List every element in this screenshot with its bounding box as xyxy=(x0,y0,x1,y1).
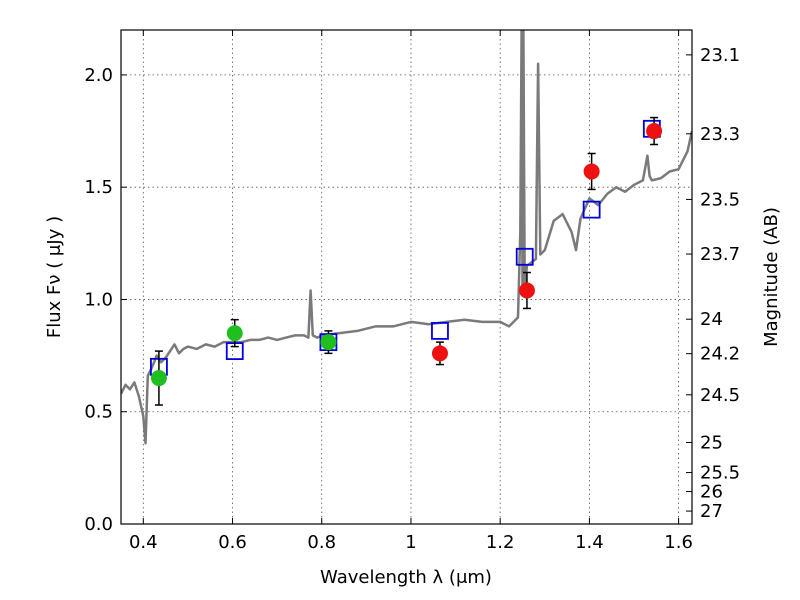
obs-red-point xyxy=(646,123,663,140)
mag-tick-label: 23.3 xyxy=(700,124,740,145)
plot-frame xyxy=(120,29,693,525)
obs-red-point xyxy=(583,163,600,180)
y-tick-label: 0.5 xyxy=(84,402,113,423)
mag-tick-label: 23.7 xyxy=(700,244,740,265)
x-tick-label: 0.6 xyxy=(218,532,247,553)
obs-green-point xyxy=(320,334,337,351)
model-square xyxy=(431,321,449,340)
obs-green-point xyxy=(226,325,243,342)
mag-tick-label: 25 xyxy=(700,432,723,453)
obs-red-point xyxy=(431,345,448,362)
model-square xyxy=(582,200,601,219)
y-tick-label: 0.0 xyxy=(84,514,113,535)
tick-labels: 0.4 0.6 0.8 1 1.2 1.4 1.6 0.0 0.5 1.0 1.5 2.0 23.1 23… xyxy=(84,45,740,553)
obs-green-point xyxy=(150,370,167,387)
mag-tick-label: 23.1 xyxy=(700,45,740,66)
obs-red-point xyxy=(518,282,535,299)
x-tick-label: 0.4 xyxy=(129,532,158,553)
x-tick-label: 0.8 xyxy=(307,532,336,553)
mag-tick-label: 26 xyxy=(700,482,723,503)
mag-tick-label: 27 xyxy=(700,501,723,522)
data-points xyxy=(150,116,663,406)
axis-ticks xyxy=(121,30,692,525)
y2-axis-label: Magnitude (AB) xyxy=(761,207,782,347)
x-tick-label: 1.4 xyxy=(575,532,604,553)
plot-background xyxy=(121,30,692,524)
mag-tick-label: 25.5 xyxy=(700,463,740,484)
mag-tick-label: 23.5 xyxy=(700,189,740,210)
y-tick-label: 1.0 xyxy=(84,289,113,310)
x-axis-label: Wavelength λ (μm) xyxy=(320,567,492,588)
mag-tick-label: 24.2 xyxy=(700,344,740,365)
y-tick-label: 2.0 xyxy=(84,65,113,86)
template-spectrum-line xyxy=(121,30,692,445)
y-tick-label: 1.5 xyxy=(84,177,113,198)
mag-tick-label: 24.5 xyxy=(700,385,740,406)
x-tick-label: 1.2 xyxy=(486,532,515,553)
template-spectrum xyxy=(121,30,692,445)
x-tick-label: 1.6 xyxy=(664,532,693,553)
mag-tick-label: 24 xyxy=(700,309,723,330)
y-axis-label: Flux Fν ( μJy ) xyxy=(44,216,65,338)
model-square xyxy=(515,247,534,266)
x-tick-label: 1 xyxy=(405,532,416,553)
